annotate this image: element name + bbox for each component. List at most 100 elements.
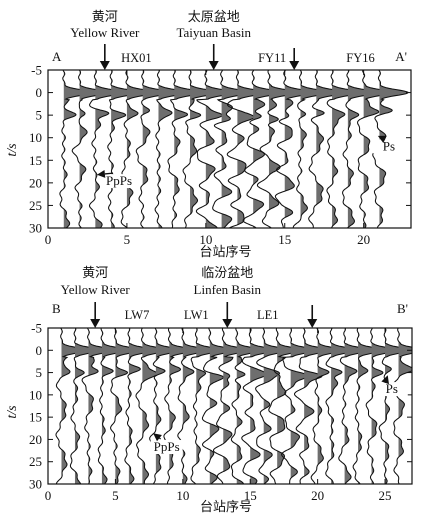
trace-line	[255, 328, 289, 484]
plot-frame	[47, 69, 412, 229]
profile-start-label: A	[52, 49, 62, 64]
trace-line	[69, 328, 100, 484]
station-label-2: FY16	[346, 51, 374, 65]
trace-line	[292, 70, 330, 228]
trace-line	[149, 328, 181, 484]
x-tick-label: 0	[45, 488, 52, 503]
station-arrow-0-head	[289, 61, 300, 70]
trace-line	[135, 328, 168, 484]
trace-line	[71, 70, 109, 228]
annotation-arrow-1-head	[208, 61, 219, 70]
annotation-en-0: Yellow River	[61, 282, 131, 297]
plot-frame	[47, 327, 413, 485]
phase-label-bg	[375, 382, 408, 397]
trace-fill	[398, 328, 412, 484]
station-label-1: LW1	[184, 308, 209, 322]
traces-group	[59, 70, 409, 228]
y-tick-label: 5	[36, 108, 43, 123]
trace-line	[226, 70, 267, 228]
trace-fill	[169, 328, 194, 484]
annotation-cn-1: 临汾盆地	[201, 266, 253, 281]
trace-line	[310, 328, 343, 484]
trace-line	[230, 328, 262, 484]
profile-end-label: A'	[395, 49, 407, 64]
trace-fill	[155, 328, 181, 484]
y-tick-label: 20	[29, 175, 42, 190]
phase-label-0: PpPs	[154, 439, 180, 454]
trace-fill	[363, 70, 393, 228]
annotation-arrow-1-head	[222, 319, 233, 328]
station-label-0: LW7	[125, 308, 150, 322]
trace-fill	[223, 328, 248, 484]
trace-line	[182, 70, 220, 228]
trace-line	[241, 328, 276, 484]
x-tick-label: 20	[357, 232, 370, 247]
trace-line	[352, 328, 384, 484]
annotation-cn-0: 黄河	[82, 266, 108, 281]
phase-arrow-0-head	[96, 169, 106, 178]
trace-fill	[237, 70, 266, 228]
trace-line	[365, 328, 397, 484]
y-tick-label: -5	[31, 321, 42, 336]
y-tick-label: 25	[29, 198, 42, 213]
annotation-en-1: Taiyuan Basin	[176, 25, 251, 40]
station-label-1: FY11	[258, 51, 286, 65]
trace-line	[281, 328, 316, 484]
y-tick-label: 0	[36, 343, 43, 358]
trace-line	[212, 328, 249, 484]
trace-fill	[284, 70, 314, 228]
trace-line	[97, 328, 127, 484]
trace-line	[163, 328, 195, 484]
trace-line	[242, 70, 283, 228]
annotation-arrow-0-head	[90, 319, 101, 328]
y-tick-label: 15	[29, 410, 42, 425]
trace-line	[124, 328, 154, 484]
trace-line	[256, 70, 299, 228]
trace-line	[88, 70, 125, 228]
y-axis-label: t/s	[5, 405, 20, 419]
x-tick-label: 5	[112, 488, 119, 503]
phase-label-bg	[150, 440, 183, 455]
annotation-en-0: Yellow River	[70, 25, 140, 40]
x-tick-label: 15	[244, 488, 257, 503]
x-tick-label: 0	[45, 232, 52, 247]
trace-line	[391, 328, 412, 484]
trace-line	[107, 70, 141, 228]
trace-line	[59, 70, 93, 228]
x-axis-label: 台站序号	[200, 500, 252, 515]
trace-fill	[128, 328, 154, 484]
trace-line	[308, 70, 346, 228]
phase-arrow-1-head	[381, 375, 389, 385]
phase-label-1: Ps	[383, 138, 395, 153]
phase-label-1: Ps	[386, 381, 398, 396]
trace-line	[325, 328, 357, 484]
phase-arrow-0-head	[153, 433, 162, 442]
station-label-2: LE1	[257, 308, 279, 322]
station-arrow-0-head	[307, 319, 318, 328]
trace-line	[135, 70, 172, 228]
annotation-en-1: Linfen Basin	[194, 282, 262, 297]
trace-line	[81, 328, 114, 484]
x-tick-label: 10	[199, 232, 212, 247]
trace-line	[357, 70, 393, 228]
trace-line	[293, 328, 330, 484]
traces-group	[55, 328, 412, 484]
annotation-cn-0: 黄河	[92, 10, 118, 25]
trace-line	[154, 70, 188, 228]
profile-end-label: B'	[397, 301, 408, 316]
trace-fill	[347, 70, 377, 228]
y-tick-label: 10	[29, 130, 42, 145]
trace-fill	[379, 70, 408, 228]
phase-arrow-0-shaft	[159, 437, 162, 440]
y-tick-label: 5	[36, 365, 43, 380]
y-tick-label: 20	[29, 432, 42, 447]
x-axis-label: 台站序号	[199, 245, 251, 260]
x-tick-label: 10	[176, 488, 189, 503]
y-tick-label: 0	[36, 85, 43, 100]
trace-line	[120, 70, 157, 228]
x-tick-label: 5	[124, 232, 131, 247]
x-tick-label: 15	[278, 232, 291, 247]
